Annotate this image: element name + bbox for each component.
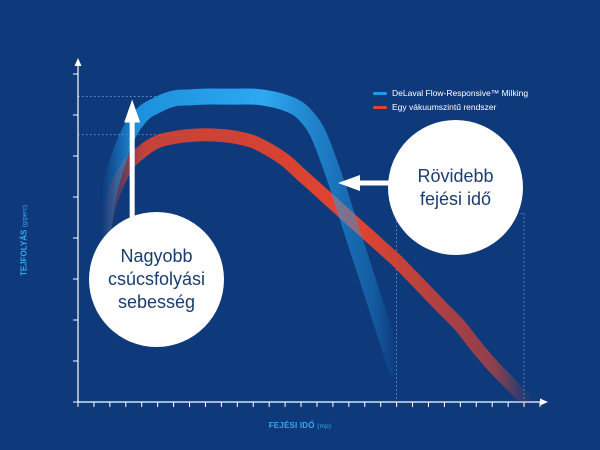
series-line-single-vacuum bbox=[95, 128, 531, 405]
legend-swatch-red bbox=[373, 105, 387, 109]
legend-item-flow-responsive: DeLaval Flow-Responsive™ Milking bbox=[373, 86, 528, 100]
legend-label-flow-responsive: DeLaval Flow-Responsive™ Milking bbox=[392, 88, 529, 98]
annotation-peak-flow: Nagyobb csúcsfolyási sebesség bbox=[89, 212, 224, 347]
annotation-shorter-time: Rövidebb fejési idő bbox=[388, 120, 523, 255]
arrow-left-head bbox=[338, 175, 360, 191]
x-axis-unit: (mp) bbox=[317, 423, 332, 430]
arrow-left-shaft bbox=[357, 180, 397, 186]
legend-label-single-vacuum: Egy vákuumszintű rendszer bbox=[392, 102, 497, 112]
y-axis-arrowhead bbox=[74, 58, 82, 66]
annotation-peak-flow-text: Nagyobb csúcsfolyási sebesség bbox=[107, 246, 206, 312]
axes bbox=[73, 58, 548, 407]
annotation-shorter-time-text: Rövidebb fejési idő bbox=[417, 165, 494, 209]
series-line-flow-responsive bbox=[93, 88, 405, 378]
x-axis-label: FEJÉSI IDŐ (mp) bbox=[0, 421, 600, 430]
y-axis-title: TEJFOLYÁS bbox=[19, 229, 29, 277]
y-axis-label: TEJFOLYÁS (g/perc) bbox=[20, 171, 29, 311]
legend-item-single-vacuum: Egy vákuumszintű rendszer bbox=[373, 100, 528, 114]
x-axis-arrowhead bbox=[540, 398, 548, 406]
y-axis-unit: (g/perc) bbox=[21, 204, 29, 228]
arrow-up-head bbox=[124, 99, 141, 123]
annotation-arrows bbox=[124, 99, 397, 219]
x-axis-title: FEJÉSI IDŐ bbox=[268, 421, 315, 430]
series-layer bbox=[93, 88, 531, 405]
arrow-up-shaft bbox=[129, 120, 135, 219]
legend-swatch-blue bbox=[373, 91, 387, 95]
legend: DeLaval Flow-Responsive™ Milking Egy vák… bbox=[373, 86, 528, 114]
